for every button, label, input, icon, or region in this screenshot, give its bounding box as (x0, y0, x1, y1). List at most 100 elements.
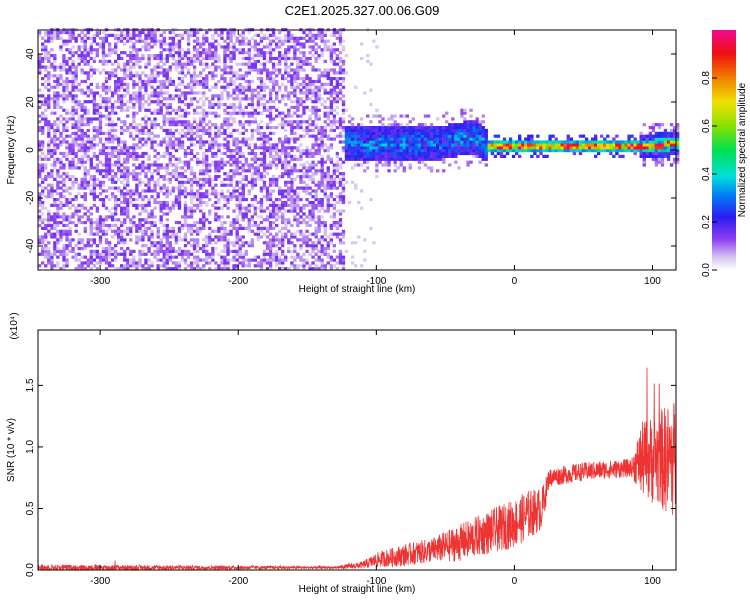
spectrogram-cell (74, 255, 78, 259)
spectrogram-cell (50, 140, 54, 144)
spectrogram-cell (92, 180, 97, 184)
spectrogram-cell (165, 134, 169, 138)
spectrogram-cell (290, 154, 294, 158)
spectrogram-cell (399, 154, 403, 158)
spectrogram-cell (390, 149, 394, 153)
spectrogram-cell (196, 39, 200, 43)
spectrogram-cell (387, 137, 391, 141)
spectrogram-cell (247, 218, 251, 222)
spectrogram-cell (202, 103, 206, 107)
spectrogram-cell (320, 238, 324, 242)
spectrogram-cell (202, 126, 206, 130)
spectrogram-cell (223, 151, 227, 156)
spectrogram-cell (250, 166, 255, 170)
spectrogram-cell (101, 232, 106, 236)
spectrogram-cell (375, 157, 379, 161)
spectrogram-cell (196, 221, 200, 225)
spectrogram-cell (126, 215, 130, 219)
spectrogram-cell (141, 31, 145, 35)
spectrogram-cell (138, 39, 142, 43)
spectrogram-cell (326, 177, 330, 181)
spectrogram-cell (189, 123, 194, 127)
spectrogram-cell (156, 252, 160, 256)
spectrogram-cell (44, 79, 48, 84)
spectrogram-cells (38, 28, 680, 271)
spectrogram-cell (129, 97, 133, 101)
spectrogram-cell (110, 51, 115, 55)
spectrogram-cell (80, 264, 84, 268)
spectrogram-cell (384, 128, 388, 133)
spectrogram-cell (53, 200, 57, 205)
spectrogram-cell (229, 229, 233, 233)
spectrogram-cell (126, 33, 130, 37)
spectrogram-cell (296, 149, 300, 153)
spectrogram-cell (171, 189, 176, 193)
spectrogram-cell (107, 123, 112, 127)
spectrogram-cell (126, 154, 130, 158)
spectrogram-cell (92, 111, 97, 115)
spectrogram-cell (104, 255, 109, 259)
spectrogram-cell (232, 79, 236, 84)
spectrogram-cell (235, 62, 239, 66)
spectrogram-cell (205, 255, 209, 259)
spectrogram-cell (56, 212, 60, 216)
spectrogram-cell (168, 31, 172, 35)
spectrogram-cell (177, 59, 182, 63)
spectrogram-cell (247, 82, 251, 86)
spectrogram-cell (229, 183, 233, 187)
spectrogram-cell (168, 244, 172, 248)
spectrogram-cell (144, 100, 148, 104)
spectrogram-cell (387, 154, 391, 158)
spectrogram-cell (287, 160, 291, 164)
spectrogram-cell (350, 154, 355, 158)
spectrogram-cell (56, 160, 60, 164)
spectrogram-cell (262, 186, 267, 190)
spectrogram-cell (71, 36, 75, 40)
spectrogram-cell (123, 198, 127, 202)
spectrogram-cell (50, 261, 54, 265)
spectrogram-cell (59, 140, 63, 144)
spectrogram-cell (189, 264, 194, 268)
spectrogram-cell (320, 82, 324, 86)
spectrogram-cell (320, 261, 324, 265)
spectrogram-cell (117, 235, 121, 239)
spectrogram-cell (214, 51, 218, 55)
spectrogram-cell (177, 97, 182, 101)
spectrogram-cell (211, 255, 215, 259)
spectrogram-cell (107, 134, 112, 138)
spectrogram-cell (44, 120, 48, 124)
spectrogram-cell (344, 151, 349, 156)
spectrogram-cell (262, 166, 267, 170)
spectrogram-cell (47, 215, 51, 219)
spectrogram-cell (205, 39, 209, 43)
spectrogram-cell (323, 172, 327, 176)
spectrogram-cell (104, 247, 109, 251)
spectrogram-cell (217, 42, 221, 46)
spectrogram-cell (241, 264, 245, 268)
spectrogram-cell (95, 154, 100, 158)
spectrogram-cell (144, 175, 148, 179)
spectrogram-cell (296, 198, 300, 202)
spectrogram-cell (126, 62, 130, 66)
spectrogram-cell (89, 157, 93, 161)
spectrogram-cell (59, 252, 63, 256)
spectrogram-cell (165, 267, 169, 271)
spectrogram-cell (287, 267, 291, 271)
spectrogram-cell (253, 195, 258, 199)
spectrogram-cell (47, 241, 51, 245)
spectrogram-cell (110, 186, 115, 190)
spectrogram-cell (59, 229, 63, 233)
spectrogram-cell (126, 68, 130, 72)
spectrogram-cell (305, 149, 309, 153)
spectrogram-cell (177, 175, 182, 179)
spectrogram-cell (147, 200, 151, 205)
spectrogram-cell (244, 105, 248, 109)
spectrogram-cell (332, 71, 337, 75)
spectrogram-cell (189, 77, 194, 81)
spectrogram-cell (86, 149, 90, 153)
spectrogram-cell (265, 51, 270, 55)
spectrogram-cell (344, 137, 349, 141)
spectrogram-cell (107, 209, 112, 213)
spectrogram-cell (284, 255, 288, 259)
spectrogram-cell (256, 54, 261, 58)
